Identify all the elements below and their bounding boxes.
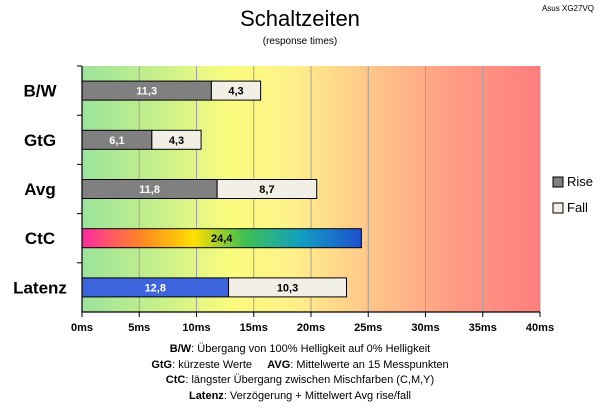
x-tick-label: 10ms	[182, 322, 210, 334]
x-tick-label: 5ms	[128, 322, 150, 334]
note-label: Latenz	[188, 389, 224, 402]
bar-rise-label: 11,3	[136, 86, 157, 98]
bar-fall	[228, 277, 347, 298]
legend-swatch	[552, 176, 564, 188]
bar-fall	[210, 80, 262, 101]
note-text: : längster Übergang zwischen Mischfarben…	[185, 374, 435, 386]
note-text: : Verzögerung + Mittelwert Avg rise/fall	[223, 389, 412, 402]
legend-label: Fall	[567, 200, 588, 215]
bar-rise-label: 12,8	[145, 282, 166, 294]
note-line: B/W: Übergang von 100% Helligkeit auf 0%…	[0, 342, 600, 358]
legend: Rise Fall	[552, 174, 593, 215]
monitor-model-label: Asus XG27VQ	[541, 4, 594, 13]
x-tick-label: 15ms	[240, 322, 268, 334]
x-tick-label: 30ms	[411, 322, 439, 334]
chart-area: 11,3 4,3 6,1 4,3 11,8 8,7 24,4 12,8 10,3 B/W GtG A…	[13, 65, 593, 334]
note-text: : Übergang von 100% Helligkeit auf 0% He…	[191, 343, 431, 355]
chart-title: Schaltzeiten	[240, 6, 360, 31]
x-tick-label: 20ms	[297, 322, 325, 334]
category-label: GtG	[24, 131, 56, 150]
category-label: CtC	[25, 229, 55, 248]
bars-group: 11,3 4,3 6,1 4,3 11,8 8,7 24,4 12,8 10,3	[81, 80, 362, 298]
note-text: : Mittelwerte an 15 Messpunkten	[290, 358, 449, 371]
note-label: AVG	[267, 358, 291, 371]
category-label: Avg	[24, 180, 56, 199]
x-tick-label: 40ms	[526, 322, 554, 334]
legend-label: Rise	[567, 174, 593, 189]
bar-rise-label: 11,8	[139, 184, 160, 196]
category-labels: B/W GtG Avg CtC Latenz	[13, 65, 82, 297]
bar-fall-label: 4,3	[169, 135, 184, 147]
note-line: GtG: kürzeste Werte AVG: Mittelwerte an …	[0, 358, 600, 374]
category-label: B/W	[23, 82, 57, 101]
note-line: Latenz: Verzögerung + Mittelwert Avg ris…	[0, 389, 600, 405]
bar-fall	[216, 179, 318, 199]
x-tick-label: 25ms	[354, 322, 382, 334]
note-label: CtC	[165, 374, 186, 386]
bar-fall-label: 8,7	[259, 184, 274, 196]
x-tick-label: 0ms	[71, 322, 93, 334]
x-tick-label: 35ms	[469, 322, 497, 334]
x-axis-ticks: 0ms 5ms 10ms 15ms 20ms 25ms 30ms 35ms 40ms	[71, 66, 554, 334]
bar-rise-label: 6,1	[109, 135, 124, 147]
notes: B/W: Übergang von 100% Helligkeit auf 0%…	[0, 342, 600, 404]
note-text: : kürzeste Werte	[172, 358, 252, 371]
category-label: Latenz	[13, 278, 67, 297]
legend-swatch	[552, 202, 564, 214]
note-label: B/W	[169, 343, 192, 355]
bar-fall	[151, 129, 202, 150]
bar-fall-label: 4,3	[228, 86, 243, 98]
bar-fall-label: 10,3	[277, 282, 298, 294]
note-line: CtC: längster Übergang zwischen Mischfar…	[0, 373, 600, 389]
chart-subtitle: (response times)	[262, 36, 338, 47]
note-label: GtG	[151, 358, 173, 371]
bar-rise-label: 24,4	[211, 233, 233, 245]
